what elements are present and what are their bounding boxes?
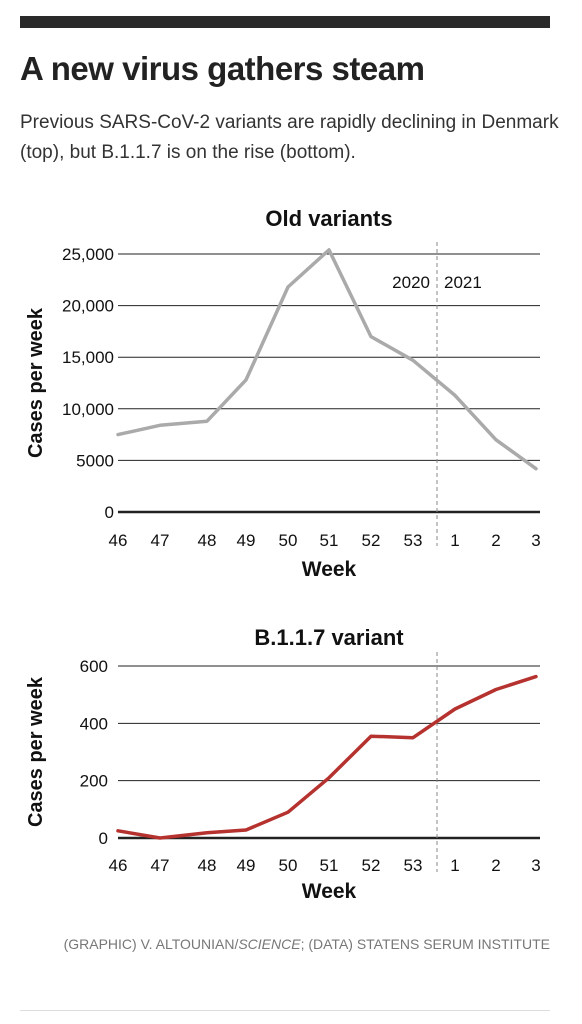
chart2-xtick-label: 47: [151, 856, 170, 875]
chart2-ytick-label: 400: [80, 714, 108, 733]
chart1-ytick-label: 10,000: [62, 400, 114, 419]
chart2-xtick-label: 48: [198, 856, 217, 875]
page-title: A new virus gathers steam: [20, 50, 425, 87]
chart1-xtick-label: 52: [362, 531, 381, 550]
chart2-xtick-label: 2: [491, 856, 500, 875]
chart2-ytick-label: 200: [80, 772, 108, 791]
chart1-ytick-label: 20,000: [62, 297, 114, 316]
chart2-xtick-label: 46: [109, 856, 128, 875]
chart1-xtick-label: 48: [198, 531, 217, 550]
chart1-xtick-label: 1: [450, 531, 459, 550]
chart1-xtick-label: 50: [279, 531, 298, 550]
chart2-xlabel: Week: [302, 880, 357, 903]
chart2-xtick-label: 52: [362, 856, 381, 875]
chart2-xtick-label: 3: [531, 856, 540, 875]
chart2-title: B.1.1.7 variant: [254, 625, 404, 650]
credit-italic: SCIENCE: [238, 936, 301, 952]
chart1-xtick-label: 47: [151, 531, 170, 550]
chart1-ytick-label: 0: [105, 503, 114, 522]
credit-line: (GRAPHIC) V. ALTOUNIAN/SCIENCE; (DATA) S…: [60, 934, 550, 955]
chart1-xtick-label: 3: [531, 531, 540, 550]
chart1-xtick-label: 49: [237, 531, 256, 550]
page-subtitle: Previous SARS-CoV-2 variants are rapidly…: [20, 112, 559, 163]
chart1-xtick-label: 53: [404, 531, 423, 550]
bottom-rule: [20, 1010, 550, 1011]
chart2-ytick-label: 600: [80, 657, 108, 676]
credit-prefix: (GRAPHIC) V. ALTOUNIAN/: [63, 936, 239, 952]
chart1-ytick-label: 15,000: [62, 348, 114, 367]
credit-suffix: ; (DATA) STATENS SERUM INSTITUTE: [300, 936, 550, 952]
chart1-ytick-label: 5000: [76, 451, 114, 470]
chart1-xtick-label: 51: [320, 531, 339, 550]
top-bar: [20, 16, 550, 28]
chart1-year-label-right: 2021: [444, 273, 482, 292]
chart1-year-label-left: 2020: [392, 273, 430, 292]
chart2-xtick-label: 50: [279, 856, 298, 875]
chart1-xtick-label: 2: [491, 531, 500, 550]
chart1-xlabel: Week: [302, 558, 357, 581]
chart1-ytick-label: 25,000: [62, 245, 114, 264]
chart2-xtick-label: 1: [450, 856, 459, 875]
chart1-title: Old variants: [265, 206, 392, 231]
chart2-ylabel: Cases per week: [25, 676, 47, 827]
chart2-xtick-label: 51: [320, 856, 339, 875]
chart1-ylabel: Cases per week: [25, 307, 47, 458]
chart2-xtick-label: 53: [404, 856, 423, 875]
chart2-xtick-label: 49: [237, 856, 256, 875]
chart2-series-line: [116, 674, 538, 840]
chart2-ytick-label: 0: [99, 829, 108, 848]
chart1-xtick-label: 46: [109, 531, 128, 550]
